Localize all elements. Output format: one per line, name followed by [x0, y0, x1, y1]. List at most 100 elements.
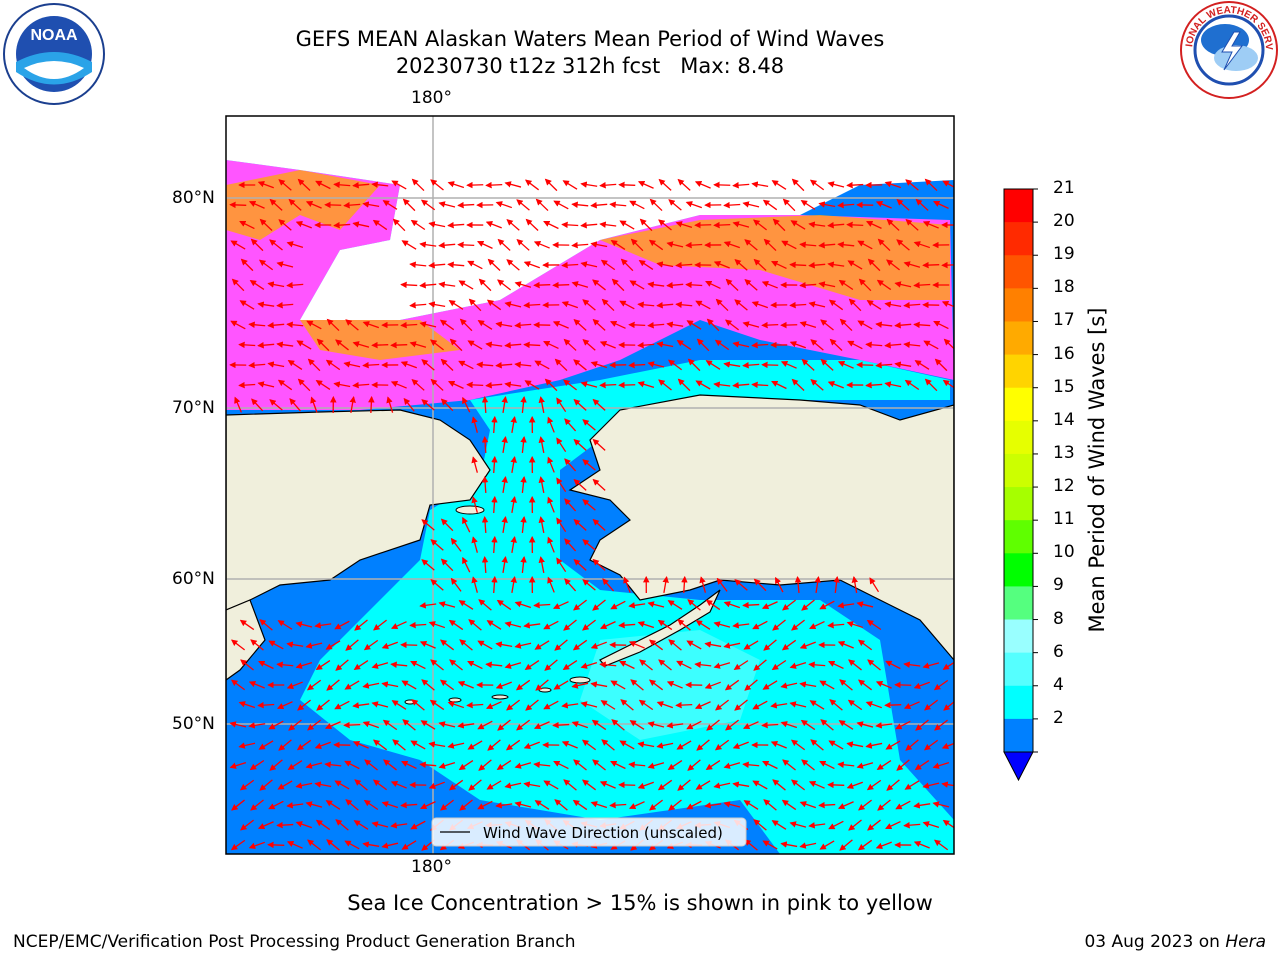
wind-arrow	[794, 575, 802, 594]
wind-arrow	[239, 300, 255, 310]
wind-arrow	[762, 199, 778, 211]
wind-arrow	[496, 599, 512, 611]
wind-arrow	[471, 416, 478, 433]
wind-arrow	[943, 338, 954, 350]
wind-arrow	[295, 782, 313, 789]
wind-arrow	[876, 760, 892, 770]
wind-arrow	[667, 359, 683, 371]
wind-arrow	[259, 218, 273, 231]
wind-arrow	[504, 621, 522, 628]
wind-arrow	[390, 621, 407, 630]
wind-arrow	[827, 381, 844, 389]
wind-arrow	[229, 721, 247, 728]
wind-arrow	[724, 679, 740, 691]
wind-arrow	[457, 241, 475, 249]
noaa-logo-text: NOAA	[30, 27, 78, 44]
wind-arrow	[372, 779, 388, 791]
noaa-logo: NOAA	[3, 3, 105, 105]
wind-arrow	[269, 759, 283, 771]
wind-arrow	[523, 622, 541, 629]
wind-arrow	[856, 762, 874, 769]
wind-arrow	[481, 475, 489, 494]
wind-arrow	[543, 620, 559, 630]
wind-arrow	[257, 821, 274, 830]
wind-arrow	[647, 721, 665, 728]
colorbar-band	[1004, 420, 1033, 455]
wind-arrow	[573, 599, 587, 611]
wind-arrow	[561, 741, 578, 749]
wind-arrow	[554, 358, 568, 372]
wind-arrow	[629, 720, 645, 730]
wind-arrow	[725, 278, 739, 291]
wind-arrow	[286, 681, 303, 689]
wind-arrow	[791, 619, 805, 631]
footer-date-text: 03 Aug 2023 on	[1084, 932, 1226, 952]
wind-arrow	[249, 759, 265, 771]
wind-arrow	[848, 298, 862, 312]
colorbar-band	[1004, 321, 1033, 356]
wind-arrow	[687, 358, 701, 372]
wind-arrow	[903, 821, 921, 829]
wind-arrow	[591, 719, 607, 731]
wind-arrow	[857, 240, 873, 250]
wind-arrow	[564, 578, 577, 592]
wind-arrow	[772, 779, 786, 791]
wind-arrow	[618, 621, 636, 629]
wind-arrow	[592, 279, 606, 291]
wind-arrow	[561, 702, 579, 709]
colorbar-band	[1004, 453, 1033, 488]
wind-arrow	[686, 800, 702, 810]
wind-arrow	[419, 321, 437, 328]
wind-arrow	[915, 719, 929, 731]
wind-arrow	[716, 577, 728, 592]
wind-arrow	[497, 279, 511, 291]
wind-arrow	[782, 198, 796, 212]
wind-arrow	[656, 742, 674, 749]
wind-arrow	[239, 779, 255, 791]
wind-arrow	[257, 301, 275, 308]
wind-arrow	[573, 759, 587, 771]
wind-arrow	[837, 641, 854, 649]
wind-arrow	[913, 802, 931, 809]
wind-arrow	[278, 739, 292, 751]
wind-arrow	[466, 381, 484, 389]
wind-arrow	[257, 341, 275, 349]
wind-arrow	[411, 699, 425, 711]
wind-arrow	[582, 338, 596, 351]
wind-arrow	[942, 661, 954, 670]
wind-arrow	[495, 802, 513, 809]
wind-arrow	[602, 578, 615, 592]
wind-arrow	[334, 780, 350, 790]
wind-arrow	[430, 179, 444, 191]
wind-arrow	[686, 720, 702, 730]
colorbar-band	[1004, 354, 1033, 389]
wind-arrow	[771, 659, 787, 671]
wind-arrow	[386, 396, 394, 413]
wind-arrow	[430, 659, 444, 671]
wind-arrow	[524, 380, 540, 390]
wind-arrow	[686, 640, 702, 650]
wind-arrow	[694, 221, 712, 229]
wind-arrow	[753, 258, 767, 271]
wind-arrow	[368, 395, 375, 414]
wind-arrow	[362, 721, 380, 729]
wind-arrow	[580, 221, 598, 229]
wind-arrow	[305, 762, 323, 769]
wind-arrow	[520, 475, 527, 494]
wind-arrow	[239, 220, 255, 230]
wind-arrow	[922, 782, 940, 789]
wind-arrow	[752, 700, 768, 710]
wind-arrow	[687, 599, 701, 611]
wind-arrow	[510, 536, 517, 553]
wind-arrow	[440, 558, 454, 572]
wind-arrow	[704, 802, 722, 809]
wind-arrow	[363, 799, 379, 811]
wind-arrow	[922, 221, 939, 229]
wind-arrow	[675, 701, 693, 709]
wind-arrow	[837, 360, 854, 369]
wind-arrow	[913, 281, 931, 289]
wind-arrow	[744, 679, 758, 691]
wind-arrow	[248, 681, 265, 689]
wind-arrow	[858, 799, 872, 811]
